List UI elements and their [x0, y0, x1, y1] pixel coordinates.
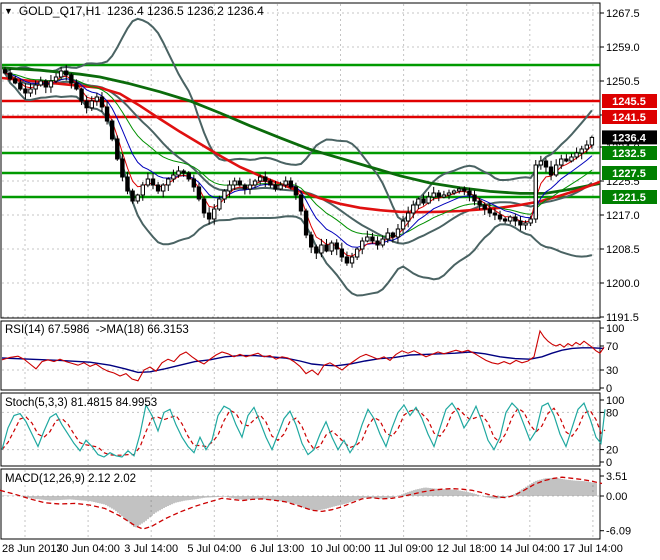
level-badge-1221.5-text: 1221.5	[612, 192, 646, 204]
stoch-indicator-label: Stoch(5,3,3) 81.4815 84.9953	[5, 397, 158, 409]
stoch-k-line	[1, 402, 606, 458]
chart-title-row: ▼ GOLD_Q17,H1 1236.4 1236.5 1236.2 1236.…	[4, 4, 264, 18]
price-axis-label: 1208.5	[606, 244, 640, 256]
sto-panel[interactable]	[0, 392, 601, 467]
time-axis-label: 5 Jul 04:00	[187, 543, 241, 555]
stoch-axis-label: 80	[606, 407, 618, 419]
time-axis-label: 12 Jul 18:00	[437, 543, 497, 555]
time-axis-label: 6 Jul 13:00	[250, 543, 304, 555]
rsi-indicator-label: RSI(14) 67.5986 ->MA(18) 66.3153	[5, 324, 189, 336]
stoch-axis-label: 100	[606, 395, 624, 407]
time-axis-label: 14 Jul 04:00	[500, 543, 560, 555]
price-axis-label: 1191.5	[606, 312, 639, 324]
main-panel[interactable]	[0, 2, 601, 319]
macd-axis-label: 0.00	[606, 491, 627, 503]
time-axis-label: 10 Jul 00:00	[311, 543, 371, 555]
rsi-panel[interactable]	[0, 320, 601, 391]
ma-slow-green	[2, 66, 600, 195]
bollinger-lower	[4, 72, 593, 297]
symbol-dropdown-icon[interactable]: ▼	[4, 6, 13, 16]
current-price-badge	[602, 130, 657, 145]
stoch-axis-label: 0	[606, 457, 612, 469]
level-badge-1245.5-text: 1245.5	[612, 96, 646, 108]
macd-indicator-label: MACD(12,26,9) 2.12 2.02	[5, 473, 137, 485]
candles	[2, 64, 595, 268]
time-axis-label: 30 Jun 04:00	[56, 543, 120, 555]
price-axis-label: 1267.5	[606, 8, 640, 20]
level-badge-1227.5	[602, 166, 657, 180]
stoch-axis-label: 20	[606, 445, 618, 457]
rsi-axis-label: 30	[606, 365, 618, 377]
level-badge-1227.5-text: 1227.5	[612, 168, 646, 180]
level-badge-1232.5-text: 1232.5	[612, 148, 646, 160]
stoch-d-line	[1, 407, 606, 456]
macd-axis-label: 3.51	[606, 471, 627, 483]
rsi-line	[1, 329, 605, 382]
level-badge-1245.5	[602, 94, 657, 108]
ema-green	[4, 72, 593, 237]
price-plot[interactable]	[0, 17, 600, 297]
time-axis-label: 17 Jul 14:00	[563, 543, 623, 555]
ma-mid-red	[2, 76, 600, 214]
level-badge-1221.5	[602, 190, 657, 204]
current-price-badge-text: 1236.4	[612, 132, 647, 144]
price-axis-label: 1259.0	[606, 42, 640, 54]
bollinger-upper	[4, 17, 593, 223]
level-badge-1241.5	[602, 110, 657, 124]
price-axis-label: 1250.5	[606, 76, 640, 88]
time-axis-label: 3 Jul 14:00	[124, 543, 178, 555]
macd-histogram	[3, 477, 597, 528]
level-badge-1241.5-text: 1241.5	[612, 112, 646, 124]
symbol-period-label: GOLD_Q17,H1	[18, 4, 101, 18]
price-axis-label: 1200.0	[606, 278, 640, 290]
rsi-axis-label: 100	[606, 323, 624, 335]
macd-axis-label: -6.09	[606, 526, 631, 538]
ohlc-values: 1236.4 1236.5 1236.2 1236.4	[106, 4, 264, 18]
rsi-axis-label: 70	[606, 341, 618, 353]
level-badge-1232.5	[602, 146, 657, 160]
time-axis-label: 28 Jun 2017	[2, 543, 63, 555]
rsi-axis-label: 0	[606, 383, 612, 395]
price-axis-label: 1217.0	[606, 210, 640, 222]
time-axis-label: 11 Jul 09:00	[374, 543, 433, 555]
